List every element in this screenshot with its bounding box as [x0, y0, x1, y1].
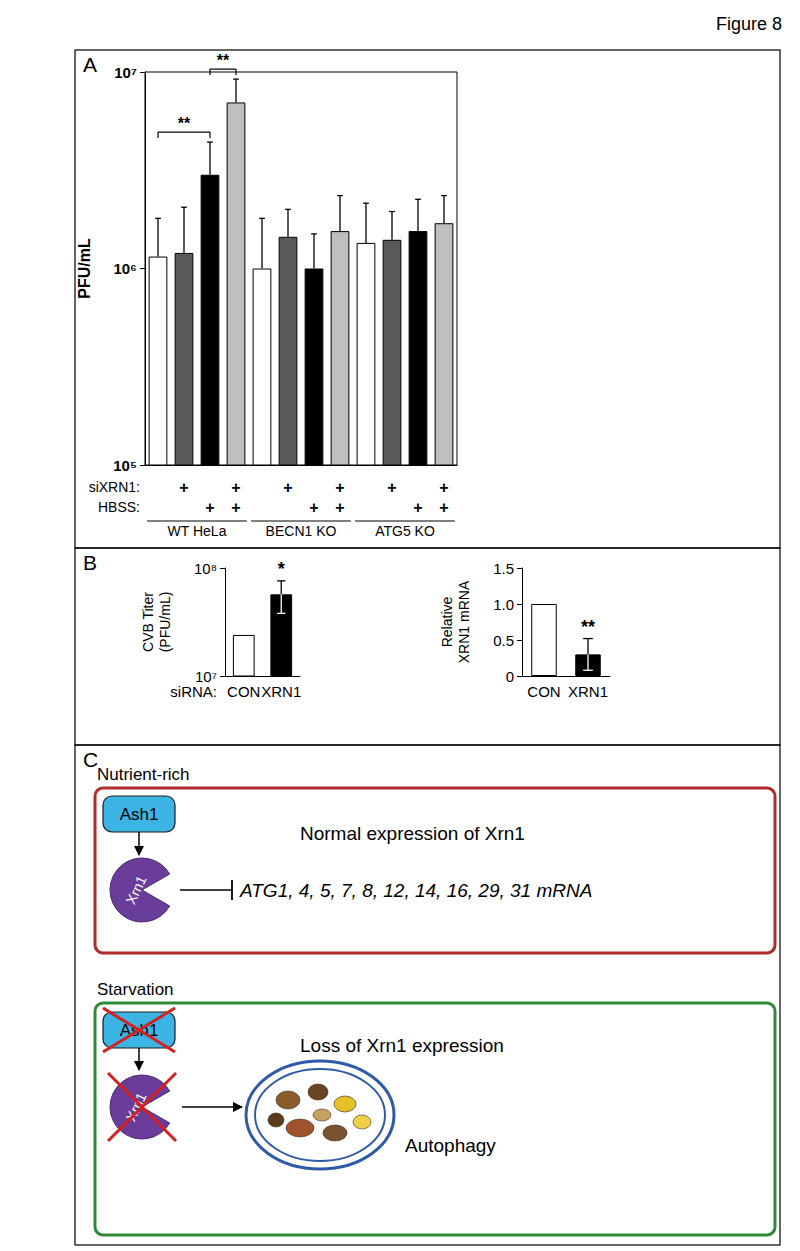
- svg-text:siXRN1:: siXRN1:: [89, 479, 140, 495]
- svg-text:Ash1: Ash1: [120, 1021, 159, 1040]
- svg-text:+: +: [439, 499, 448, 516]
- svg-text:+: +: [283, 479, 292, 496]
- svg-text:Xrn1: Xrn1: [122, 873, 149, 907]
- svg-text:10⁵: 10⁵: [113, 457, 137, 474]
- svg-text:10⁷: 10⁷: [195, 668, 217, 685]
- svg-text:Normal expression of Xrn1: Normal expression of Xrn1: [300, 823, 525, 844]
- svg-text:+: +: [387, 479, 396, 496]
- svg-text:ATG1, 4, 5, 7, 8, 12, 14, 16,: ATG1, 4, 5, 7, 8, 12, 14, 16, 29, 31 mRN…: [239, 880, 592, 901]
- svg-text:XRN1 mRNA: XRN1 mRNA: [456, 580, 472, 663]
- svg-text:+: +: [335, 499, 344, 516]
- svg-text:XRN1: XRN1: [568, 683, 608, 700]
- svg-text:Autophagy: Autophagy: [405, 1135, 496, 1156]
- svg-text:PFU/mL: PFU/mL: [76, 238, 93, 299]
- svg-text:1.0: 1.0: [493, 596, 514, 613]
- svg-text:CVB Titer: CVB Titer: [140, 592, 156, 652]
- svg-text:CON: CON: [527, 683, 560, 700]
- svg-text:A: A: [83, 53, 97, 76]
- svg-text:+: +: [335, 479, 344, 496]
- svg-text:+: +: [179, 479, 188, 496]
- svg-text:CON: CON: [227, 683, 260, 700]
- svg-text:+: +: [231, 479, 240, 496]
- svg-text:**: **: [217, 52, 230, 69]
- svg-text:ATG5 KO: ATG5 KO: [375, 523, 435, 539]
- svg-text:+: +: [309, 499, 318, 516]
- svg-text:Ash1: Ash1: [120, 805, 159, 824]
- svg-text:0: 0: [506, 668, 514, 685]
- svg-text:Starvation: Starvation: [97, 980, 174, 999]
- svg-text:C: C: [83, 748, 98, 771]
- svg-text:Nutrient-rich: Nutrient-rich: [97, 765, 190, 784]
- svg-text:siRNA:: siRNA:: [170, 683, 217, 700]
- svg-text:Relative: Relative: [439, 597, 455, 648]
- svg-text:10⁶: 10⁶: [113, 260, 137, 277]
- svg-text:*: *: [278, 559, 285, 579]
- svg-text:**: **: [178, 115, 191, 132]
- svg-text:WT HeLa: WT HeLa: [168, 523, 227, 539]
- svg-text:Xrn1: Xrn1: [122, 1090, 149, 1124]
- svg-text:Loss of Xrn1 expression: Loss of Xrn1 expression: [300, 1035, 504, 1056]
- svg-text:+: +: [439, 479, 448, 496]
- svg-text:HBSS:: HBSS:: [98, 499, 140, 515]
- svg-text:0.5: 0.5: [493, 632, 514, 649]
- svg-text:XRN1: XRN1: [261, 683, 301, 700]
- svg-text:BECN1 KO: BECN1 KO: [266, 523, 337, 539]
- svg-text:+: +: [205, 499, 214, 516]
- svg-text:Figure 8: Figure 8: [716, 14, 782, 34]
- svg-text:**: **: [581, 617, 595, 637]
- svg-text:10⁷: 10⁷: [114, 64, 137, 81]
- svg-text:+: +: [413, 499, 422, 516]
- svg-text:(PFU/mL): (PFU/mL): [157, 592, 173, 653]
- svg-text:+: +: [231, 499, 240, 516]
- svg-text:B: B: [83, 551, 97, 574]
- svg-text:10⁸: 10⁸: [194, 560, 217, 577]
- svg-text:1.5: 1.5: [493, 560, 514, 577]
